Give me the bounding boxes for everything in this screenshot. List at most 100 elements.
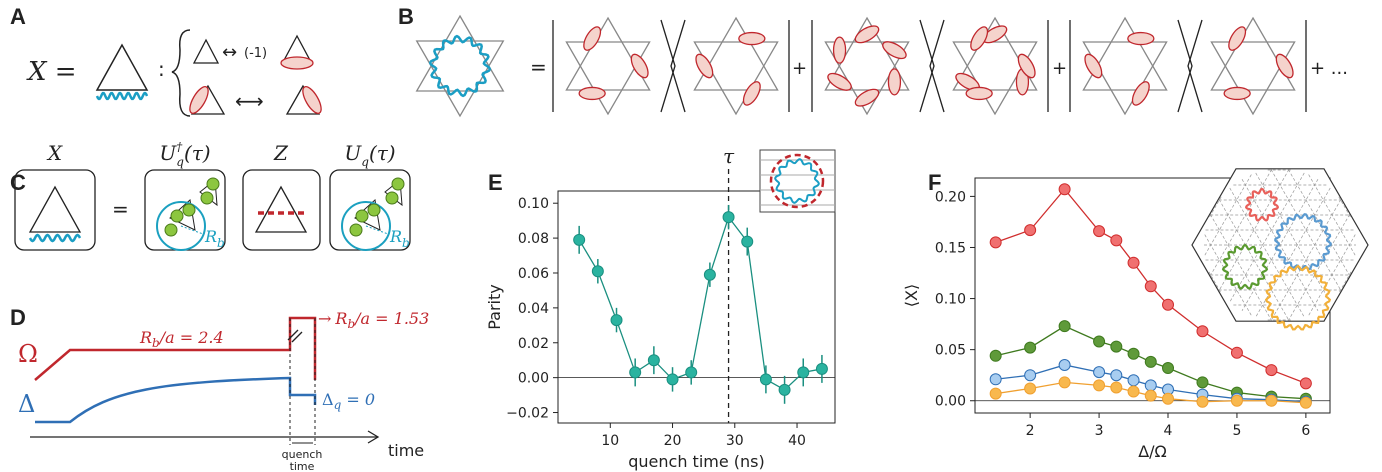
panel-label: E [488,170,503,195]
data-point [1127,374,1140,387]
data-point [989,387,1002,400]
string-loop [1221,243,1269,290]
star-triangle [824,16,910,91]
quench-label: time [290,460,315,472]
omega: Ω [18,340,38,368]
data-point [1230,394,1243,407]
data-point [1110,381,1123,394]
rb-sub: b [217,236,225,250]
data-point [1144,280,1157,293]
rb-rest: /a = 2.4 [158,328,224,347]
dimer [1131,81,1150,106]
star-triangle [415,14,505,92]
data-point [685,366,698,379]
string-loop [774,158,820,204]
op-arg: (τ) [184,141,211,165]
panel-label: F [928,170,941,195]
data-point [1127,347,1140,360]
y-tick-label: 0.20 [935,189,966,205]
data-point [1299,396,1312,409]
omega-curve [34,316,317,381]
plot-frame [557,190,836,424]
dimer [280,56,314,70]
x-axis-title: Δ/Ω [1138,442,1167,461]
data-point [759,373,772,386]
rb-before: Rb/a = 2.4 [139,328,224,350]
panel-label: D [10,305,26,330]
data-point [1196,376,1209,389]
data-point [1024,382,1037,395]
data-point [1162,362,1175,375]
data-point [1144,355,1157,368]
lattice-line [1338,196,1352,219]
equals: = [112,197,129,221]
rb-base: R [334,309,347,328]
equals: = [530,55,547,79]
bracket [670,19,686,113]
string-loop [428,34,492,98]
y-tick-label: 0.04 [518,301,549,317]
star-triangle [565,16,651,91]
data-point [1144,389,1157,402]
lattice-line [1208,271,1222,294]
series-line [578,215,823,391]
bracket [1187,19,1203,113]
x-tick-label: 3 [1095,423,1104,439]
series-line [995,188,1307,384]
cut-loop [769,153,825,209]
arrow: ↔ [222,42,237,63]
radius-line [365,225,389,235]
rb-sub: b [347,317,355,331]
triangle [192,38,220,64]
dimer [827,72,852,91]
brace [171,29,191,117]
y-tick-label: −0.02 [506,406,549,422]
delta: Δ [18,390,35,418]
dimer [854,88,880,107]
star-triangle [952,41,1038,116]
dq-base: Δ [322,390,334,409]
op-sub: q [176,155,184,169]
x-tick-label: 30 [726,433,744,449]
lattice-line [1338,271,1352,294]
dimer [1223,86,1251,101]
data-point [1024,369,1037,382]
data-point [1162,392,1175,405]
marker-label: τ [723,144,735,168]
rb-label: Rb [204,227,225,250]
lattice-line [1270,169,1342,291]
star-triangle [693,41,779,116]
data-point [1093,379,1106,392]
lattice-line [1210,169,1272,276]
data-point [703,268,716,281]
lhs: X = [26,57,77,87]
string-loop [1264,264,1332,331]
bracket [919,19,935,113]
data-point [1265,394,1278,407]
dimer [1275,53,1294,79]
data-point [1110,369,1123,382]
y-axis-title: ⟨X⟩ [902,284,921,307]
data-point [647,354,660,367]
op-box [14,169,96,251]
atom [200,191,214,205]
atom [182,203,196,217]
data-point [591,265,604,278]
data-point [1058,183,1071,196]
data-point [1299,377,1312,390]
data-point [573,233,586,246]
op-label: U† q(τ) [159,140,210,169]
atom [385,191,399,205]
op-box [242,169,321,251]
data-point [989,236,1002,249]
lattice-line [1270,199,1342,321]
lattice-line [1288,169,1350,276]
data-point [1110,234,1123,247]
rb-sub: b [152,336,160,350]
star-triangle [693,16,779,91]
y-tick-label: 0.15 [935,240,966,256]
atom [367,203,381,217]
dimer [695,53,714,79]
x-tick-label: 10 [601,433,619,449]
dimer [1017,53,1036,79]
